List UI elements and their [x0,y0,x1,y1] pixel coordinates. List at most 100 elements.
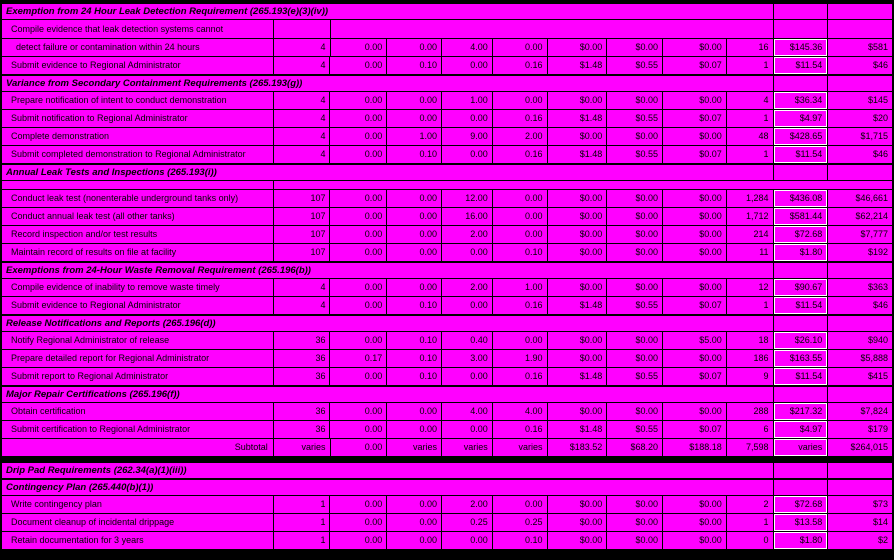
row-label: Retain documentation for 3 years [2,532,273,549]
cell-value: 9 [726,368,773,385]
cell-value: $0.00 [607,279,663,296]
cell-value: $46,661 [828,190,892,207]
cell-value: 0.00 [387,244,441,261]
cell-value: $0.00 [547,244,607,261]
row-label: Compile evidence that leak detection sys… [2,20,273,38]
cell-value: $13.58 [773,514,828,531]
cell-value: varies [492,439,547,456]
empty-cell [773,20,828,38]
cell-value: $1.48 [547,110,607,127]
cell-value: $11.54 [773,57,828,74]
cell-value: 0.10 [492,532,547,549]
cell-value: 0.00 [330,128,387,145]
cell-value: 9.00 [442,128,492,145]
cell-value: $188.18 [663,439,726,456]
cell-value: 0.00 [330,208,387,225]
cell-value: $0.00 [547,532,607,549]
cell-value: 3.00 [442,350,492,367]
cell-value: $0.55 [607,57,663,74]
cell-value: 2.00 [492,128,547,145]
cell-value: $90.67 [773,279,828,296]
cell-value: $46 [828,57,892,74]
cell-value: 4.00 [442,403,492,420]
cell-value: 1 [726,57,773,74]
empty-cell [773,76,828,91]
table-row-section: Drip Pad Requirements (262.34(a)(1)(iii)… [2,463,892,478]
row-label: Maintain record of results on file at fa… [2,244,273,261]
table-row-subtotal: Subtotal varies 0.00 varies varies varies $183… [2,439,892,456]
cell-value: $0.00 [663,128,726,145]
row-label: Submit completed demonstration to Region… [2,146,273,163]
empty-cell [828,4,892,19]
empty-cell [828,480,892,495]
cell-value: 0.00 [330,421,387,438]
cell-value: 0.00 [330,514,387,531]
cell-value: 0.00 [330,332,387,349]
cell-value: 1,712 [726,208,773,225]
table-row-item: Prepare notification of intent to conduc… [2,92,892,109]
section-title: Annual Leak Tests and Inspections (265.1… [2,165,773,180]
cell-value: 18 [726,332,773,349]
cell-value: varies [773,439,828,456]
row-label: Submit evidence to Regional Administrato… [2,297,273,314]
cell-value: 1 [273,496,330,513]
cell-value: $2 [828,532,892,549]
cell-value: 0.00 [330,244,387,261]
cell-value: $62,214 [828,208,892,225]
cell-value: $1.48 [547,297,607,314]
table-row-band [2,457,892,461]
cell-value: $4.97 [773,110,828,127]
section-title: Release Notifications and Reports (265.1… [2,316,773,331]
cell-value: 36 [273,403,330,420]
section-title: Major Repair Certifications (265.196(f)) [2,387,773,402]
cell-value: $0.00 [547,39,607,56]
cell-value: 0.00 [442,532,492,549]
cell-value: 0.00 [330,39,387,56]
cell-value: 1.00 [387,128,441,145]
cell-value: 0.10 [387,332,441,349]
cell-value: $1.48 [547,146,607,163]
table-row-item: Notify Regional Administrator of release… [2,332,892,349]
cell-value: $0.07 [663,368,726,385]
cell-value: 11 [726,244,773,261]
cell-value: $5,888 [828,350,892,367]
cell-value: 0.00 [387,226,441,243]
cell-value: 0.16 [492,421,547,438]
table-row-item: Prepare detailed report for Regional Adm… [2,350,892,367]
table-row-cont: Compile evidence that leak detection sys… [2,20,892,38]
cell-value: $183.52 [547,439,607,456]
cell-value: 0.00 [442,421,492,438]
cell-value: $7,777 [828,226,892,243]
cell-value: 0.00 [330,297,387,314]
cell-value: $0.00 [607,190,663,207]
cell-value: $0.00 [607,332,663,349]
cell-value: $0.55 [607,146,663,163]
cell-value: 0.00 [387,279,441,296]
cell-value: 36 [273,421,330,438]
cell-value: $46 [828,146,892,163]
cell-value: $363 [828,279,892,296]
cell-value: $0.00 [607,532,663,549]
cell-value: 0.10 [387,350,441,367]
cell-value: $0.00 [547,226,607,243]
row-label: Submit evidence to Regional Administrato… [2,57,273,74]
cell-value: $14 [828,514,892,531]
cell-value: 2.00 [442,226,492,243]
cell-value: 0.00 [387,110,441,127]
cell-value: 0.00 [330,57,387,74]
table-row-section: Release Notifications and Reports (265.1… [2,316,892,331]
cell-value: 0.00 [492,332,547,349]
table-row-section: Contingency Plan (265.440(b)(1)) [2,480,892,495]
row-label: Submit report to Regional Administrator [2,368,273,385]
cell-value: 0.00 [330,532,387,549]
cell-value: $0.55 [607,421,663,438]
cell-value: 6 [726,421,773,438]
cell-value: $20 [828,110,892,127]
cell-value: $1.80 [773,532,828,549]
cell-value: 36 [273,332,330,349]
cell-value: 0.00 [387,92,441,109]
cell-value: $0.00 [663,514,726,531]
cell-value: $1.48 [547,421,607,438]
table-row-item: Record inspection and/or test results 107… [2,226,892,243]
